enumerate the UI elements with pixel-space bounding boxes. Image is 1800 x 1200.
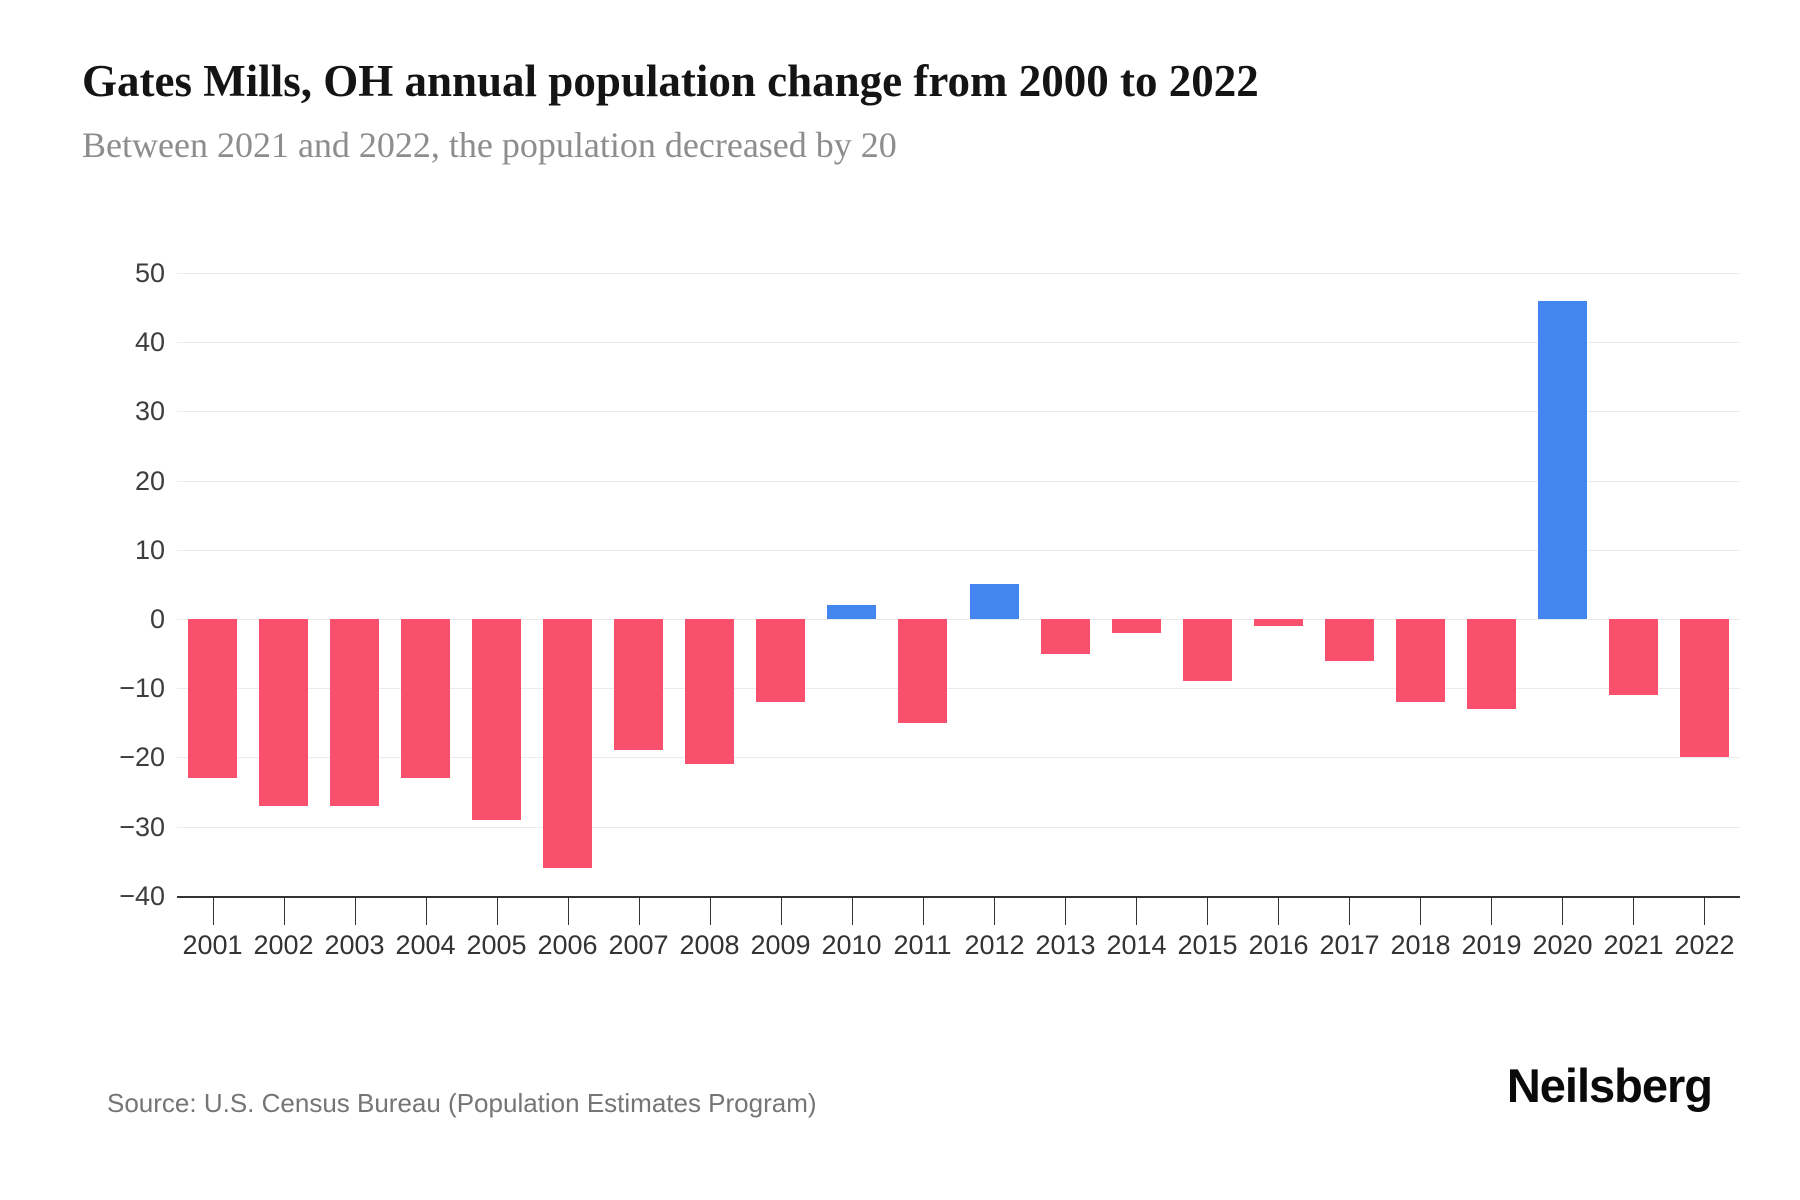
x-tick-2003 — [355, 897, 356, 925]
bar-2017 — [1325, 619, 1374, 661]
x-axis-label-2021: 2021 — [1603, 930, 1664, 960]
x-axis-label-2014: 2014 — [1106, 930, 1167, 960]
bar-2008 — [685, 619, 734, 764]
x-tick-2017 — [1349, 897, 1350, 925]
bar-2018 — [1396, 619, 1445, 702]
x-tick-2012 — [994, 897, 995, 925]
y-gridline--20 — [177, 757, 1740, 758]
bar-2013 — [1041, 619, 1090, 654]
x-axis-label-2015: 2015 — [1177, 930, 1238, 960]
y-gridline-50 — [177, 273, 1740, 274]
x-axis-label-2019: 2019 — [1461, 930, 1522, 960]
x-axis-label-2012: 2012 — [964, 930, 1025, 960]
bar-2007 — [614, 619, 663, 750]
x-tick-2004 — [426, 897, 427, 925]
bar-2015 — [1183, 619, 1232, 681]
x-tick-2001 — [213, 897, 214, 925]
x-axis-label-2016: 2016 — [1248, 930, 1309, 960]
x-tick-2010 — [852, 897, 853, 925]
y-axis-label--40: −40 — [119, 881, 165, 911]
x-tick-2020 — [1562, 897, 1563, 925]
bar-2010 — [827, 605, 876, 619]
x-axis-label-2005: 2005 — [466, 930, 527, 960]
x-tick-2014 — [1136, 897, 1137, 925]
x-axis-label-2002: 2002 — [253, 930, 314, 960]
bar-2019 — [1467, 619, 1516, 709]
x-tick-2009 — [781, 897, 782, 925]
bar-2020 — [1538, 301, 1587, 619]
source-note: Source: U.S. Census Bureau (Population E… — [107, 1088, 817, 1118]
neilsberg-logo: Neilsberg — [1506, 1059, 1713, 1112]
chart-title: Gates Mills, OH annual population change… — [82, 56, 1259, 106]
x-axis-label-2017: 2017 — [1319, 930, 1380, 960]
x-tick-2021 — [1633, 897, 1634, 925]
x-axis-label-2020: 2020 — [1532, 930, 1593, 960]
x-tick-2008 — [710, 897, 711, 925]
y-gridline-30 — [177, 411, 1740, 412]
bar-2021 — [1609, 619, 1658, 695]
y-gridline--10 — [177, 688, 1740, 689]
y-axis-label-10: 10 — [134, 535, 165, 565]
x-axis-label-2006: 2006 — [537, 930, 598, 960]
x-tick-2013 — [1065, 897, 1066, 925]
y-gridline-20 — [177, 481, 1740, 482]
x-tick-2015 — [1207, 897, 1208, 925]
bar-2014 — [1112, 619, 1161, 633]
x-tick-2018 — [1420, 897, 1421, 925]
x-tick-2019 — [1491, 897, 1492, 925]
x-axis-label-2004: 2004 — [395, 930, 456, 960]
bar-2001 — [188, 619, 237, 778]
y-axis-label-30: 30 — [134, 396, 165, 426]
y-axis-label--30: −30 — [119, 812, 165, 842]
y-axis-label--20: −20 — [119, 742, 165, 772]
x-axis-label-2018: 2018 — [1390, 930, 1451, 960]
bar-2009 — [756, 619, 805, 702]
y-axis-label-20: 20 — [134, 466, 165, 496]
bar-2002 — [259, 619, 308, 806]
x-axis-line — [177, 896, 1740, 898]
x-axis-label-2010: 2010 — [821, 930, 882, 960]
x-axis-label-2001: 2001 — [182, 930, 243, 960]
bar-2006 — [543, 619, 592, 868]
x-axis-label-2013: 2013 — [1035, 930, 1096, 960]
x-axis-label-2009: 2009 — [750, 930, 811, 960]
y-axis-label--10: −10 — [119, 673, 165, 703]
bar-2022 — [1680, 619, 1729, 757]
bar-2005 — [472, 619, 521, 820]
chart-subtitle: Between 2021 and 2022, the population de… — [82, 125, 897, 165]
bar-2016 — [1254, 619, 1303, 626]
y-gridline-0 — [177, 619, 1740, 620]
x-axis-label-2022: 2022 — [1674, 930, 1735, 960]
bar-2003 — [330, 619, 379, 806]
y-axis-label-50: 50 — [134, 258, 165, 288]
y-axis-label-40: 40 — [134, 327, 165, 357]
x-tick-2006 — [568, 897, 569, 925]
x-tick-2022 — [1704, 897, 1705, 925]
x-axis-label-2007: 2007 — [608, 930, 669, 960]
x-tick-2005 — [497, 897, 498, 925]
bar-2012 — [970, 584, 1019, 619]
x-axis-label-2003: 2003 — [324, 930, 385, 960]
bar-2004 — [401, 619, 450, 778]
x-tick-2016 — [1278, 897, 1279, 925]
bar-2011 — [898, 619, 947, 723]
y-gridline-40 — [177, 342, 1740, 343]
x-axis-label-2011: 2011 — [893, 930, 952, 960]
x-tick-2011 — [923, 897, 924, 925]
x-tick-2002 — [284, 897, 285, 925]
x-axis-label-2008: 2008 — [679, 930, 740, 960]
y-gridline-10 — [177, 550, 1740, 551]
y-axis-label-0: 0 — [149, 604, 165, 634]
x-tick-2007 — [639, 897, 640, 925]
y-gridline--30 — [177, 827, 1740, 828]
